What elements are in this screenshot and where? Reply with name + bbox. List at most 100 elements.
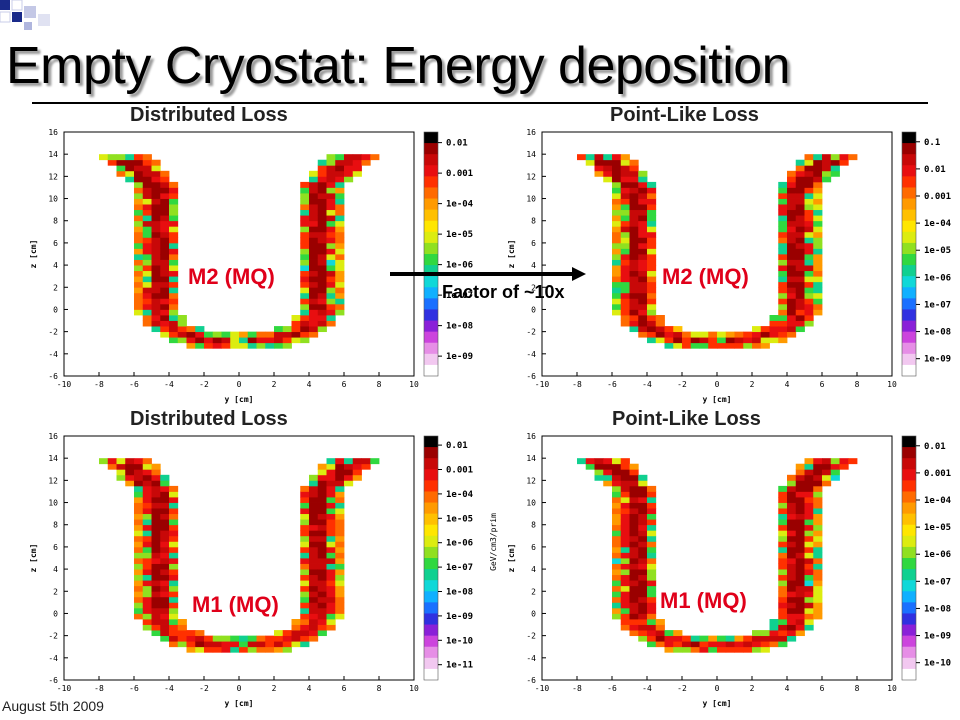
heatmap-cell [629,159,639,166]
heatmap-cell [620,309,630,316]
heatmap-cell [822,176,832,183]
heatmap-cell [813,292,823,299]
heatmap-cell [142,248,152,255]
heatmap-cell [629,237,639,244]
heatmap-cell [620,596,630,603]
heatmap-cell [795,204,805,211]
heatmap-cell [134,469,144,476]
heatmap-cell [317,508,327,515]
heatmap-cell [612,259,622,266]
heatmap-cell [134,204,144,211]
y-tick-label: -4 [526,350,536,359]
colorbar-segment [424,143,438,155]
heatmap-cell [107,159,117,166]
heatmap-cell [620,535,630,542]
heatmap-cell [690,342,700,349]
heatmap-cell [335,585,345,592]
heatmap-cell [335,181,345,188]
heatmap-cell [629,270,639,277]
y-tick-label: 4 [531,565,536,574]
heatmap-cell [813,491,823,498]
heatmap-cell [186,641,196,648]
x-tick-label: 10 [409,380,419,389]
heatmap-cell [778,613,788,620]
heatmap-cell [326,602,336,609]
heatmap-cell [160,170,170,177]
heatmap-cell [317,563,327,570]
heatmap-cell [708,641,718,648]
heatmap-cell [577,458,587,465]
colorbar-segment [902,602,916,614]
heatmap-cell [620,552,630,559]
heatmap-cell [804,198,814,205]
heatmap-cell [169,602,179,609]
heatmap-cell [629,315,639,321]
heatmap-cell [778,315,788,321]
colorbar-segment [424,613,438,626]
heatmap-cell [743,641,753,648]
heatmap-cell [612,497,622,503]
heatmap-cell [326,176,336,183]
x-tick-label: 6 [342,380,347,389]
heatmap-cell [822,165,832,172]
heatmap-cell [151,630,161,637]
heatmap-cell [125,176,135,183]
heatmap-cell [335,519,345,526]
heatmap-cell [787,602,797,609]
colorbar-segment [902,320,916,333]
heatmap-cell [787,204,797,211]
colorbar-frame [423,131,439,377]
colorbar-tick-label: 1e-05 [924,523,951,533]
heatmap-cell [151,220,161,227]
heatmap-cell [603,165,613,172]
heatmap-cell [134,209,144,216]
heatmap-cell [795,580,805,587]
heatmap-cell [804,265,814,272]
heatmap-cell [160,231,170,238]
heatmap-cell [638,558,648,564]
heatmap-cell [778,237,788,244]
heatmap-cell [787,309,797,316]
heatmap-cell [317,513,327,520]
heatmap-cell [142,165,152,172]
heatmap-cell [291,619,301,625]
heatmap-cell [647,281,657,288]
heatmap-cell [335,154,345,161]
heatmap-cell [629,298,639,305]
heatmap-cell [134,580,144,587]
colorbar-tick-label: 0.01 [924,165,946,175]
heatmap-cell [151,254,161,260]
heatmap-cell [778,513,788,520]
heatmap-cell [142,613,152,620]
heatmap-cell [326,513,336,520]
heatmap-cell [256,337,266,344]
heatmap-cell [151,546,161,553]
heatmap-cell [804,596,814,603]
heatmap-cell [151,170,161,177]
heatmap-cell [804,259,814,266]
heatmap-cell [813,463,823,470]
heatmap-cell [370,458,380,465]
heatmap-cell [309,607,319,614]
heatmap-cell [638,546,648,553]
heatmap-cell [638,630,648,637]
heatmap-cell [813,574,823,581]
heatmap-cell [142,315,152,321]
heatmap-cell [760,635,770,642]
heatmap-cell [612,220,622,227]
heatmap-cell [612,209,622,216]
heatmap-cell [317,276,327,283]
heatmap-cell [664,337,674,344]
heatmap-cell [309,231,319,238]
heatmap-cell [309,170,319,177]
heatmap-cell [309,630,319,637]
heatmap-cell [682,342,692,349]
colorbar-segment [424,276,438,288]
heatmap-cell [125,159,135,166]
heatmap-cell [151,535,161,542]
x-axis-label: y [cm] [703,395,732,404]
heatmap-cell [134,231,144,238]
y-axis-label: z [cm] [29,240,38,269]
heatmap-cell [151,596,161,603]
heatmap-cell [221,342,231,349]
